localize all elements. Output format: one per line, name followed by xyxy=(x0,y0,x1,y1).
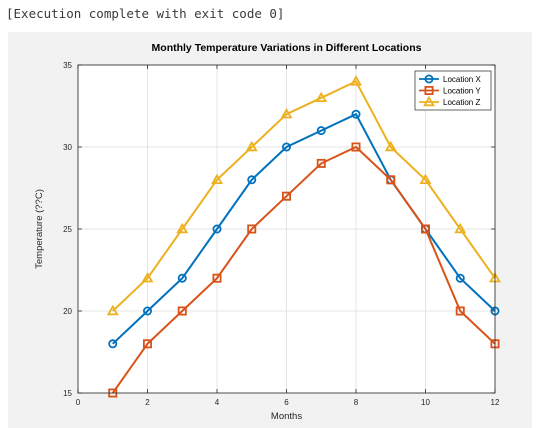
axes-box xyxy=(77,64,496,394)
data-point-series-2 xyxy=(142,339,152,349)
data-point-series-3 xyxy=(315,91,328,102)
x-tick-label: 10 xyxy=(421,398,430,407)
legend-label-3: Location Z xyxy=(443,98,480,107)
legend-marker-2 xyxy=(424,86,434,96)
legend-marker-3 xyxy=(423,95,435,107)
x-tick-label: 6 xyxy=(284,398,289,407)
data-point-series-3 xyxy=(419,173,432,185)
data-point-series-1 xyxy=(281,142,291,152)
x-tick-label: 4 xyxy=(215,398,220,407)
data-point-series-2 xyxy=(212,273,222,283)
x-tick-label: 12 xyxy=(491,398,500,407)
console-output: [Execution complete with exit code 0] xyxy=(0,0,540,26)
x-tick-label: 8 xyxy=(354,398,359,407)
data-point-series-1 xyxy=(108,339,118,349)
execution-status-text: [Execution complete with exit code 0] xyxy=(6,6,285,21)
data-point-series-2 xyxy=(177,306,187,316)
data-point-series-2 xyxy=(386,175,396,185)
data-point-series-3 xyxy=(141,271,154,283)
y-tick-label: 25 xyxy=(63,225,72,234)
data-point-series-3 xyxy=(245,140,258,152)
data-point-series-1 xyxy=(351,109,361,119)
data-point-series-2 xyxy=(316,158,326,168)
y-tick-label: 20 xyxy=(63,307,72,316)
data-point-series-2 xyxy=(420,224,430,234)
legend-label-1: Location X xyxy=(443,75,481,84)
data-point-series-1 xyxy=(212,224,222,234)
x-tick-label: 2 xyxy=(145,398,150,407)
y-tick-label: 35 xyxy=(63,61,72,70)
y-tick-label: 30 xyxy=(63,143,72,152)
y-axis-label: Temperature (??C) xyxy=(34,189,45,269)
data-point-series-3 xyxy=(350,75,362,86)
figure-panel: Monthly Temperature Variations in Differ… xyxy=(8,32,532,428)
data-point-series-3 xyxy=(454,222,467,234)
data-point-series-1 xyxy=(177,273,187,283)
x-tick-label: 0 xyxy=(76,398,81,407)
data-point-series-3 xyxy=(384,140,397,152)
data-point-series-2 xyxy=(351,142,361,152)
data-point-series-1 xyxy=(316,126,326,136)
data-point-series-3 xyxy=(211,173,223,185)
series-line-2 xyxy=(111,145,496,394)
data-point-series-3 xyxy=(106,304,119,316)
data-point-series-2 xyxy=(455,306,465,316)
data-point-series-1 xyxy=(142,306,152,316)
legend-label-2: Location Y xyxy=(443,87,481,96)
data-point-series-3 xyxy=(176,222,189,234)
y-tick-label: 15 xyxy=(63,389,72,398)
legend-marker-1 xyxy=(424,74,434,84)
temperature-line-chart: Monthly Temperature Variations in Differ… xyxy=(34,42,501,422)
x-axis-label: Months xyxy=(271,411,302,422)
data-point-series-3 xyxy=(280,107,293,119)
data-point-series-2 xyxy=(281,191,291,201)
data-point-series-1 xyxy=(455,273,465,283)
data-point-series-1 xyxy=(247,175,257,185)
series-line-3 xyxy=(112,80,496,312)
chart-title: Monthly Temperature Variations in Differ… xyxy=(152,42,422,54)
data-point-series-2 xyxy=(247,224,257,234)
series-line-1 xyxy=(112,112,496,345)
